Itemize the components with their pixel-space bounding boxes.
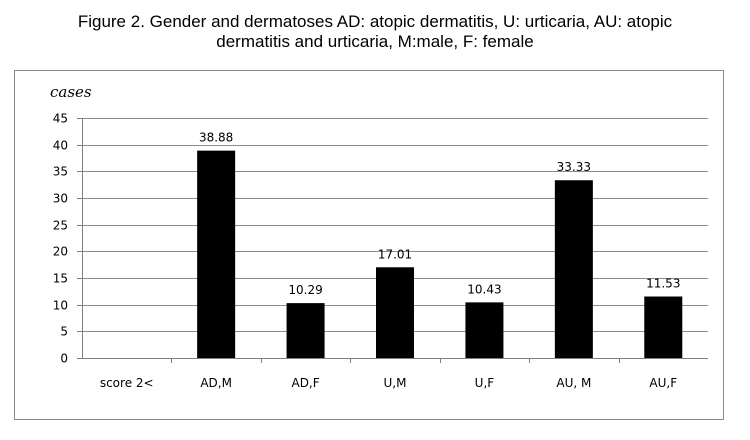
- data-label: 33.33: [557, 160, 591, 174]
- x-tick-label: score 2<: [100, 376, 154, 390]
- x-tick-label: AU,F: [649, 376, 677, 390]
- x-tick-label: AU, M: [556, 376, 591, 390]
- data-labels: 38.88 10.29 17.01 10.43 33.33 11.53: [199, 131, 681, 297]
- bar: [465, 302, 504, 358]
- bars: [197, 150, 683, 358]
- y-tick-label: 45: [53, 112, 68, 126]
- figure-title-line-1: Figure 2. Gender and dermatoses AD: atop…: [77, 12, 673, 31]
- bar: [286, 303, 325, 358]
- y-tick-label: 35: [53, 165, 68, 179]
- x-tick-labels: score 2< AD,M AD,F U,M U,F AU, M AU,F: [100, 358, 677, 390]
- x-tick-label: AD,F: [291, 376, 319, 390]
- y-tick-label: 30: [53, 192, 68, 206]
- y-tick-labels: 0 5 10 15 20 25 30 35 40 45: [53, 112, 82, 366]
- x-tick-label: AD,M: [200, 376, 232, 390]
- data-label: 11.53: [646, 277, 680, 291]
- data-label: 38.88: [199, 131, 233, 145]
- y-tick-label: 5: [60, 325, 68, 339]
- data-label: 10.43: [467, 282, 501, 296]
- bar: [197, 150, 236, 358]
- y-tick-label: 40: [53, 139, 68, 153]
- y-tick-label: 25: [53, 219, 68, 233]
- axes: [82, 118, 708, 359]
- x-tick-label: U,M: [384, 376, 407, 390]
- x-tick-label: U,F: [475, 376, 495, 390]
- data-label: 17.01: [378, 247, 412, 261]
- figure-title-line-2: dermatitis and urticaria, M:male, F: fem…: [216, 32, 534, 51]
- figure-title: Figure 2. Gender and dermatoses AD: atop…: [0, 12, 750, 52]
- bar: [644, 296, 683, 358]
- bar: [554, 180, 593, 358]
- y-tick-label: 0: [60, 352, 68, 366]
- y-tick-label: 10: [53, 299, 68, 313]
- bar: [376, 267, 414, 358]
- y-tick-label: 20: [53, 245, 68, 259]
- y-tick-label: 15: [53, 272, 68, 286]
- y-axis-label: cases: [50, 83, 92, 101]
- chart-frame: [14, 70, 724, 420]
- data-label: 10.29: [288, 283, 322, 297]
